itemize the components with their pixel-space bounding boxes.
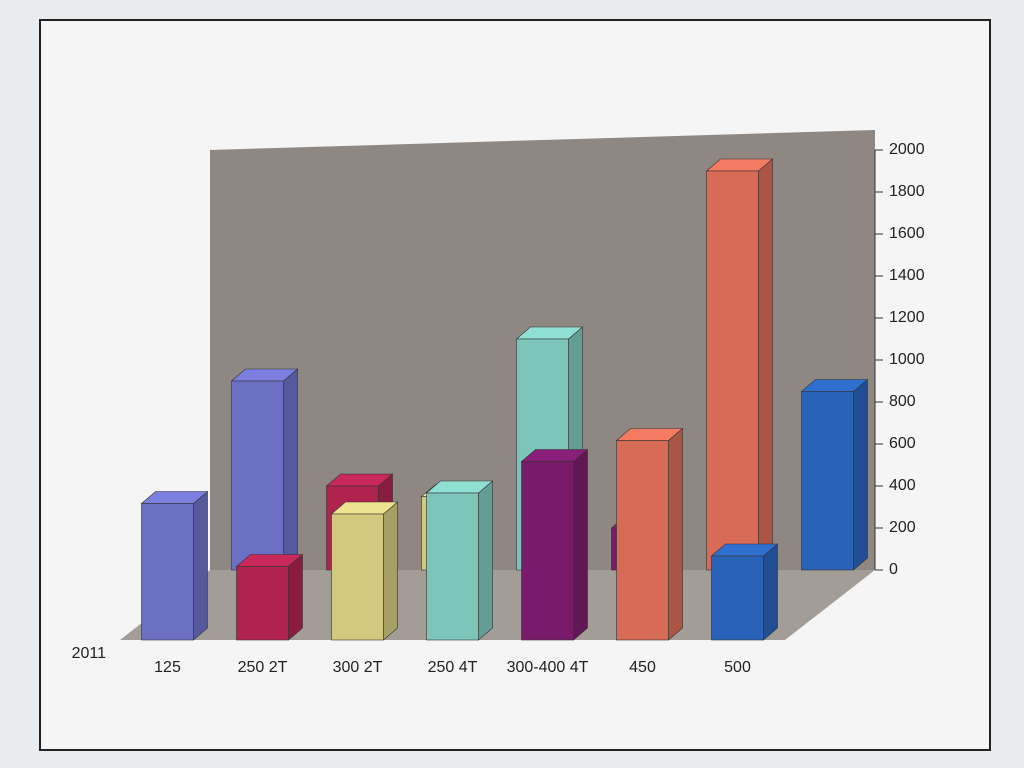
bar-side [853,378,868,571]
bar-group [235,553,304,641]
bar-side [763,543,778,641]
x-tick-label: 250 4T [428,659,478,676]
y-tick-label: 0 [889,561,898,578]
x-tick-label: 500 [724,659,751,676]
bar-group [705,158,774,571]
bar-group [140,490,209,641]
bar [706,170,759,571]
floor [120,570,875,640]
y-tick-label: 800 [889,393,916,410]
x-tick-label: 250 2T [238,659,288,676]
bar-group [330,501,399,641]
bar-group [710,543,779,641]
bar-side [758,158,773,571]
bar-side [573,448,588,641]
bar-side [283,368,298,571]
bar [801,391,854,571]
y-tick-label: 1000 [889,351,925,368]
y-tick-label: 1400 [889,267,925,284]
bar-group [425,480,494,641]
bar [426,492,479,641]
bar [231,380,284,571]
bar-group [230,368,299,571]
bar [331,513,384,641]
x-tick-label: 450 [629,659,656,676]
bar-group [800,378,869,571]
y-tick-label: 2000 [889,141,925,158]
y-tick-label: 1800 [889,183,925,200]
y-tick-label: 600 [889,435,916,452]
bar [141,503,194,641]
y-tick-label: 400 [889,477,916,494]
bar [236,566,289,641]
series-label: 2011 [72,645,107,662]
y-tick-label: 1200 [889,309,925,326]
y-tick-label: 1600 [889,225,925,242]
bar [711,555,764,641]
x-tick-label: 300-400 4T [507,659,589,676]
bar-group [520,448,589,641]
x-tick-label: 300 2T [333,659,383,676]
bar-side [383,501,398,641]
x-tick-label: 125 [154,659,181,676]
bar-side [668,427,683,641]
bar-side [288,553,303,641]
bar-group [615,427,684,641]
bar-side [478,480,493,641]
y-tick-label: 200 [889,519,916,536]
bar [616,440,669,641]
bar-side [193,490,208,641]
bar [521,461,574,641]
